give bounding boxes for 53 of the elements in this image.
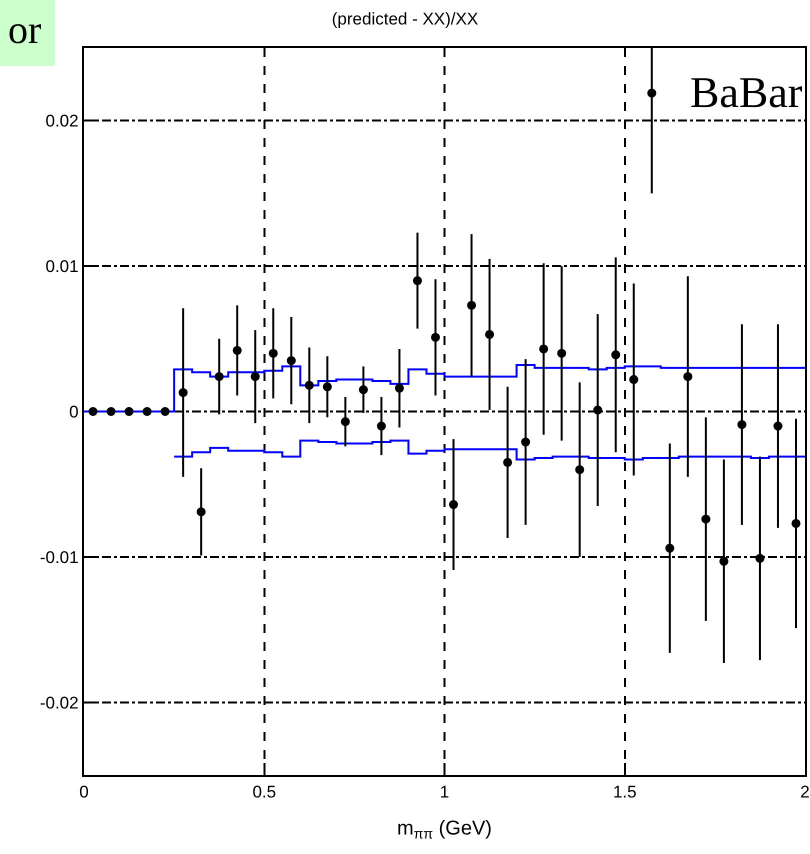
point: [629, 375, 638, 384]
point: [322, 382, 332, 392]
y-tick-label: -0.02: [40, 693, 79, 712]
point: [467, 300, 476, 310]
point: [250, 372, 260, 382]
point: [539, 344, 548, 354]
point: [178, 388, 188, 398]
point: [304, 380, 314, 390]
point: [737, 420, 746, 430]
point: [430, 332, 440, 342]
x-tick-label: 2: [800, 782, 810, 802]
point: [449, 500, 458, 510]
x-tick-label: 1: [440, 782, 450, 802]
point: [160, 407, 170, 416]
point: [340, 417, 350, 426]
point: [593, 406, 602, 415]
point: [485, 330, 494, 339]
point: [503, 458, 512, 467]
point: [701, 514, 710, 524]
point: [773, 422, 782, 431]
point: [376, 422, 386, 431]
point: [142, 407, 152, 416]
point: [557, 348, 566, 358]
point: [791, 518, 800, 528]
point: [196, 507, 206, 516]
y-tick-label: 0.01: [46, 257, 79, 276]
point: [106, 407, 116, 416]
point: [358, 385, 368, 394]
x-tick-label: 0.5: [252, 782, 276, 802]
label-box: or: [0, 0, 56, 66]
point: [611, 350, 620, 360]
point: [394, 384, 404, 393]
x-tick-label: 1.5: [612, 782, 637, 802]
point: [268, 348, 278, 358]
point: [412, 276, 422, 286]
point: [647, 88, 656, 98]
point: [719, 556, 728, 566]
y-tick-label: 0: [69, 402, 79, 422]
chart-title: (predicted - XX)/XX: [332, 10, 478, 29]
point: [232, 346, 242, 355]
point: [575, 465, 584, 474]
y-tick-label: -0.01: [40, 548, 79, 567]
point: [214, 372, 224, 382]
point: [124, 407, 134, 416]
point: [755, 554, 764, 563]
point: [521, 438, 530, 447]
point: [665, 544, 674, 553]
x-axis-title: m$_{ππ}$ (GeV): [397, 817, 492, 842]
point: [683, 372, 692, 382]
annotation: BaBar: [690, 68, 803, 117]
point: [286, 356, 296, 366]
y-tick-label: 0.02: [46, 112, 79, 131]
point: [88, 407, 98, 416]
